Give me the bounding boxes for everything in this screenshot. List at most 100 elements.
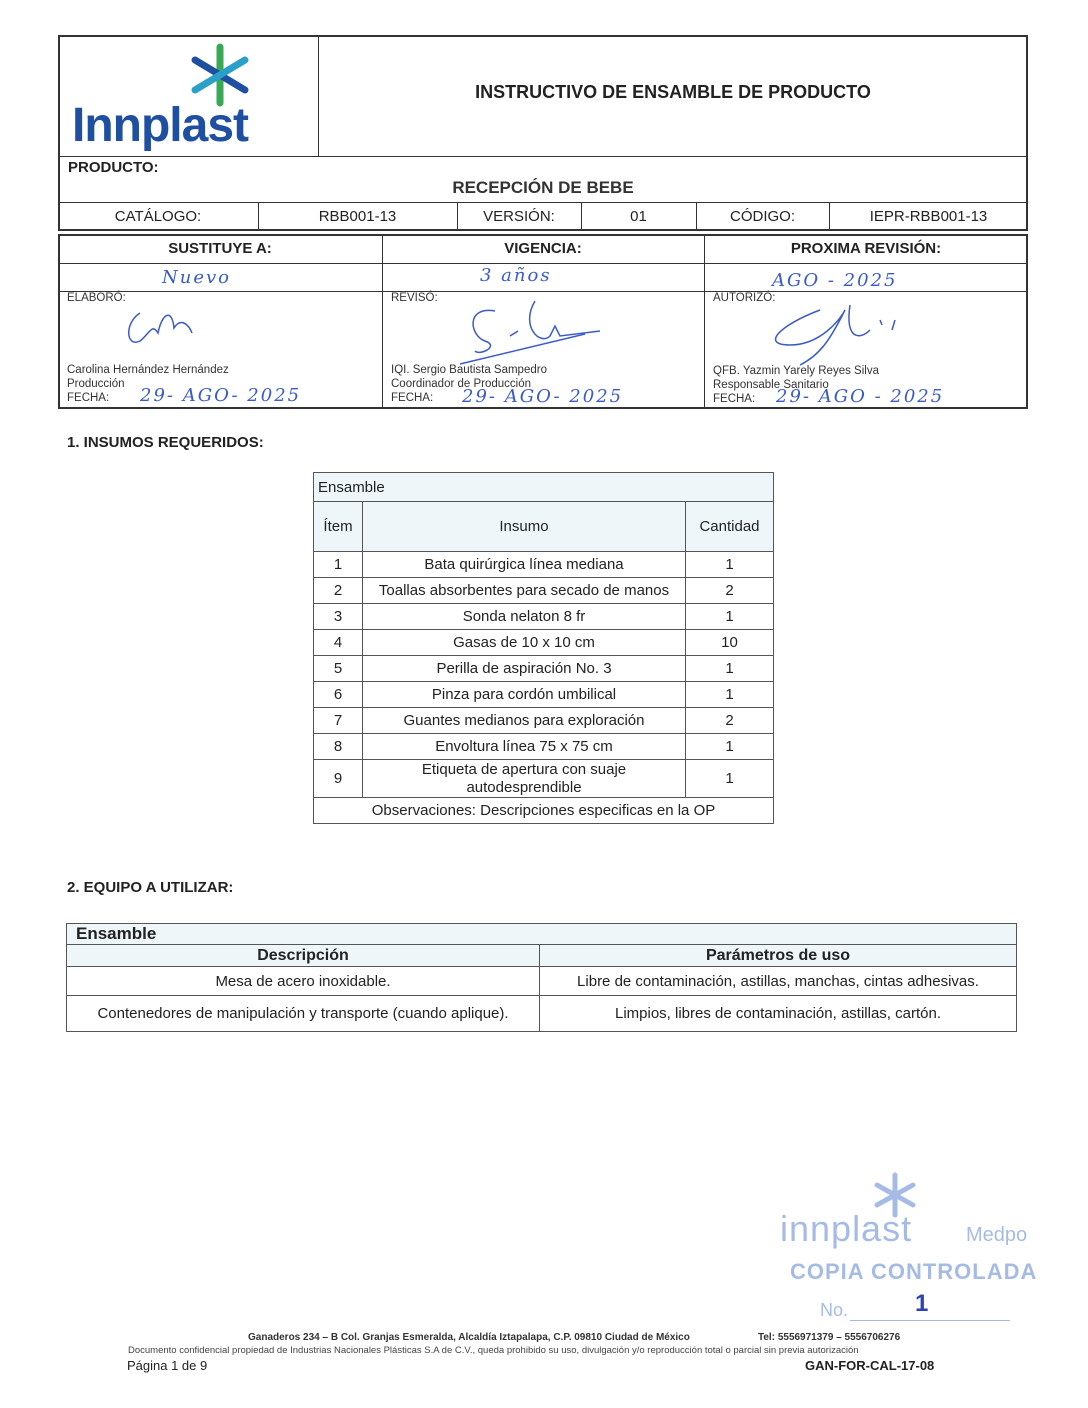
header-descripcion: Descripción [66, 944, 540, 967]
cell-item: 7 [313, 707, 363, 734]
table-row: 2 Toallas absorbentes para secado de mano… [313, 577, 774, 604]
signer-name: IQI. Sergio Bautista Sampedro [391, 364, 547, 376]
equipo-param: Limpios, libres de contaminación, astill… [539, 995, 1017, 1032]
table-row: 9 Etiqueta de apertura con suaje autodesp… [313, 759, 774, 798]
cell-insumo: Envoltura línea 75 x 75 cm [362, 733, 686, 760]
header-insumo: Insumo [362, 501, 686, 552]
fecha-value: 29- AGO- 2025 [462, 386, 624, 407]
cell-insumo: Guantes medianos para exploración [362, 707, 686, 734]
cell-insumo: Bata quirúrgica línea mediana [362, 551, 686, 578]
cell-item: 6 [313, 681, 363, 708]
table-row: 7 Guantes medianos para exploración 2 [313, 707, 774, 734]
cell-cantidad: 1 [685, 603, 774, 630]
cell-cantidad: 10 [685, 629, 774, 656]
cell-item: 2 [313, 577, 363, 604]
insumos-table: Ensamble Ítem Insumo Cantidad 1 Bata quirúr… [313, 472, 774, 824]
cell-insumo: Gasas de 10 x 10 cm [362, 629, 686, 656]
revision-table [58, 234, 1028, 409]
equipo-table: Ensamble Descripción Parámetros de uso Me… [66, 923, 1017, 1032]
role-label: REVISÓ: [391, 292, 438, 304]
cell-item: 1 [313, 551, 363, 578]
cell-cantidad: 2 [685, 577, 774, 604]
footer-phone: Tel: 5556971379 – 5556706276 [758, 1332, 901, 1343]
fecha-value: 29- AGO- 2025 [140, 385, 302, 406]
catalogo-label: CATÁLOGO: [114, 208, 202, 225]
table-row: 6 Pinza para cordón umbilical 1 [313, 681, 774, 708]
proxima-value: AGO - 2025 [772, 270, 898, 291]
table-row: 1 Bata quirúrgica línea mediana 1 [313, 551, 774, 578]
signature-icon [459, 300, 601, 365]
cell-cantidad: 1 [685, 681, 774, 708]
signer-name: QFB. Yazmin Yarely Reyes Silva [713, 365, 879, 377]
page-number: Página 1 de 9 [127, 1358, 208, 1373]
role-label: ELABORÓ: [67, 292, 126, 304]
footer-address: Ganaderos 234 – B Col. Granjas Esmeralda… [248, 1332, 690, 1343]
signer-name: Carolina Hernández Hernández [67, 364, 229, 376]
codigo-label: CÓDIGO: [729, 208, 795, 225]
proxima-label: PROXIMA REVISIÓN: [790, 240, 942, 257]
cell-insumo: Toallas absorbentes para secado de manos [362, 577, 686, 604]
section-1-title: 1. INSUMOS REQUERIDOS: [67, 434, 264, 451]
equipo-param: Libre de contaminación, astillas, mancha… [539, 966, 1017, 996]
stamp-brand: innplast [780, 1208, 913, 1249]
table-row: 8 Envoltura línea 75 x 75 cm 1 [313, 733, 774, 760]
stamp-no-label: No. [820, 1300, 849, 1320]
signature-icon [774, 304, 896, 366]
cell-item: 3 [313, 603, 363, 630]
cell-cantidad: 1 [685, 655, 774, 682]
cell-cantidad: 1 [685, 551, 774, 578]
innplast-logo-icon [191, 43, 249, 107]
equipo-desc: Mesa de acero inoxidable. [66, 966, 540, 996]
document-title: INSTRUCTIVO DE ENSAMBLE DE PRODUCTO [475, 82, 871, 102]
producto-value: RECEPCIÓN DE BEBE [452, 178, 634, 197]
table-title: Ensamble [313, 472, 774, 502]
catalogo-value: RBB001-13 [318, 208, 397, 225]
version-value: 01 [630, 208, 647, 225]
fecha-label: FECHA: [713, 393, 756, 405]
header-parametros: Parámetros de uso [539, 944, 1017, 967]
cell-item: 9 [313, 759, 363, 798]
role-label: AUTORIZÓ: [713, 292, 776, 304]
version-label: VERSIÓN: [483, 208, 555, 225]
cell-insumo: Perilla de aspiración No. 3 [362, 655, 686, 682]
header-table [58, 35, 1028, 231]
cell-item: 4 [313, 629, 363, 656]
cell-cantidad: 2 [685, 707, 774, 734]
fecha-label: FECHA: [391, 392, 434, 404]
logo-text: Innplast [72, 99, 249, 152]
sustituye-label: SUSTITUYE A: [168, 240, 272, 257]
innplast-stamp-icon [874, 1172, 916, 1218]
observaciones: Observaciones: Descripciones especificas… [313, 797, 774, 824]
cell-item: 8 [313, 733, 363, 760]
cell-insumo: Etiqueta de apertura con suaje autodespr… [362, 759, 686, 798]
form-code: GAN-FOR-CAL-17-08 [805, 1358, 935, 1373]
table-row: 3 Sonda nelaton 8 fr 1 [313, 603, 774, 630]
header-cantidad: Cantidad [685, 501, 774, 552]
cell-insumo: Pinza para cordón umbilical [362, 681, 686, 708]
table-title: Ensamble [66, 923, 1017, 945]
fecha-value: 29- AGO - 2025 [776, 386, 945, 407]
cell-cantidad: 1 [685, 733, 774, 760]
signer-position: Coordinador de Producción [391, 378, 532, 390]
signature-icon [128, 312, 193, 343]
vigencia-label: VIGENCIA: [504, 240, 582, 257]
vigencia-value: 3 años [480, 265, 552, 286]
cell-insumo: Sonda nelaton 8 fr [362, 603, 686, 630]
equipo-desc: Contenedores de manipulación y transport… [66, 995, 540, 1032]
cell-item: 5 [313, 655, 363, 682]
signer-position: Producción [67, 378, 125, 390]
stamp-label: COPIA CONTROLADA [790, 1259, 1038, 1284]
table-row: 4 Gasas de 10 x 10 cm 10 [313, 629, 774, 656]
footer-confidential: Documento confidencial propiedad de Indu… [128, 1345, 859, 1356]
stamp-partner: Medpo [966, 1224, 1028, 1246]
header-item: Ítem [313, 501, 363, 552]
stamp-number: 1 [915, 1290, 929, 1317]
signer-position: Responsable Sanitario [713, 379, 829, 391]
codigo-value: IEPR-RBB001-13 [869, 208, 988, 225]
cell-cantidad: 1 [685, 759, 774, 798]
section-2-title: 2. EQUIPO A UTILIZAR: [67, 879, 234, 896]
fecha-label: FECHA: [67, 392, 110, 404]
producto-label: PRODUCTO: [68, 159, 159, 176]
sustituye-value: Nuevo [162, 267, 232, 288]
